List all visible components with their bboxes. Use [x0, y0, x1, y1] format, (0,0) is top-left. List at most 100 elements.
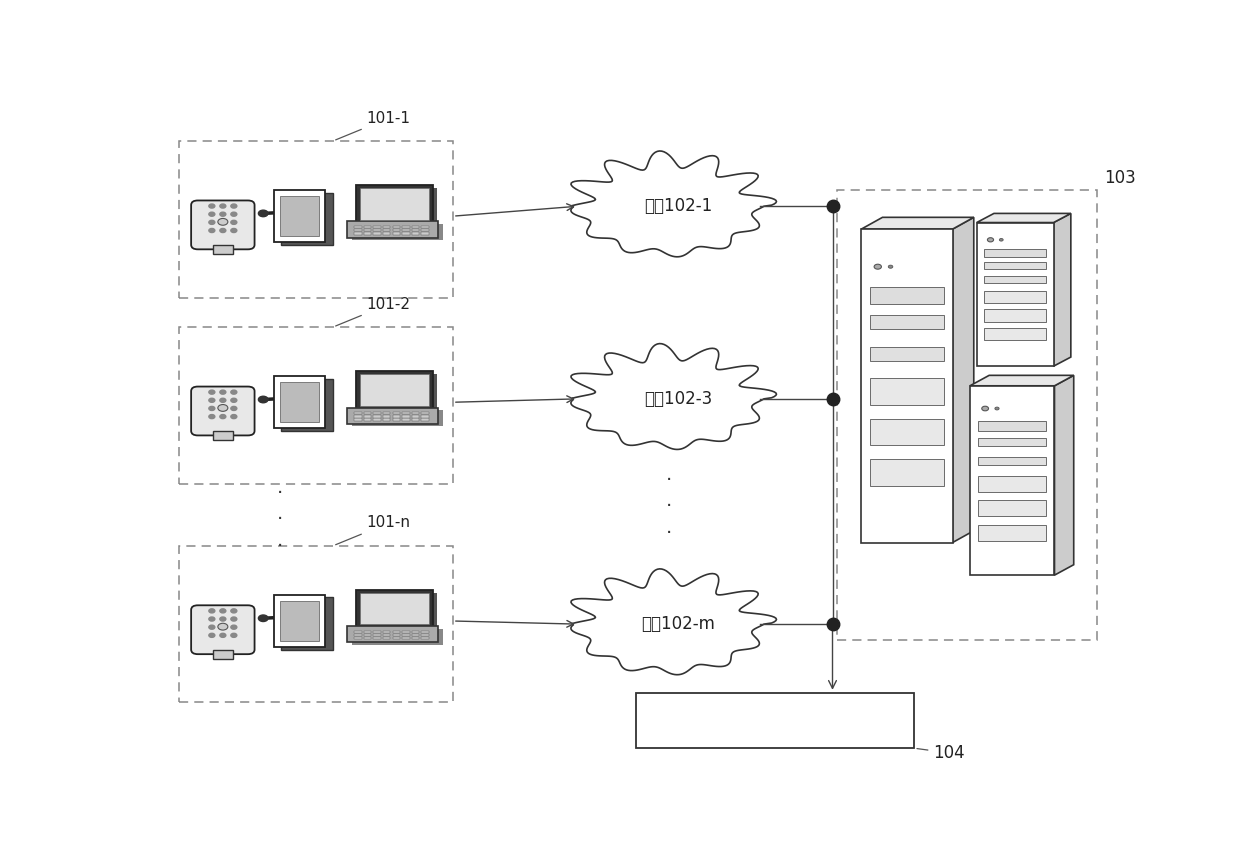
Bar [412, 637, 419, 639]
Circle shape [208, 204, 215, 208]
Bar [355, 637, 362, 639]
Bar [412, 229, 419, 232]
Bar [393, 634, 401, 636]
Bar [870, 287, 944, 304]
Polygon shape [977, 214, 1071, 222]
Bar [363, 631, 371, 633]
Bar [355, 416, 362, 417]
Bar [373, 418, 381, 421]
Bar [363, 226, 371, 228]
Circle shape [208, 220, 215, 225]
Bar [363, 412, 371, 415]
Bar [412, 412, 419, 415]
Text: 网络102-m: 网络102-m [641, 615, 715, 633]
Bar [985, 276, 1045, 283]
Bar [412, 416, 419, 417]
Circle shape [208, 415, 215, 419]
Circle shape [219, 399, 226, 402]
Bar [978, 457, 1047, 466]
Polygon shape [360, 187, 438, 226]
Text: ·
·
·: · · · [277, 483, 283, 555]
Bar [355, 418, 362, 421]
Bar [422, 637, 429, 639]
Bar [422, 232, 429, 235]
Polygon shape [281, 597, 334, 650]
Circle shape [219, 204, 226, 208]
Bar [383, 412, 391, 415]
Bar [363, 634, 371, 636]
Bar [373, 229, 381, 232]
Bar [393, 416, 401, 417]
Bar [978, 421, 1047, 432]
Polygon shape [360, 374, 438, 411]
Circle shape [219, 406, 226, 410]
FancyBboxPatch shape [191, 200, 254, 249]
Circle shape [231, 625, 237, 629]
Bar [393, 229, 401, 232]
Bar [355, 631, 362, 633]
Circle shape [218, 219, 228, 226]
Bar [355, 226, 362, 228]
Circle shape [231, 204, 237, 208]
Bar [985, 310, 1045, 321]
FancyBboxPatch shape [191, 387, 254, 435]
Bar [355, 634, 362, 636]
Text: 101-n: 101-n [336, 516, 410, 544]
Circle shape [208, 390, 215, 394]
Bar [402, 412, 409, 415]
Bar [402, 416, 409, 417]
Bar [361, 374, 429, 405]
Bar [383, 418, 391, 421]
Bar [179, 141, 453, 298]
Polygon shape [570, 151, 776, 257]
Bar [383, 631, 391, 633]
Circle shape [231, 399, 237, 402]
Text: ·
·
·: · · · [666, 471, 672, 543]
Polygon shape [281, 378, 334, 431]
Bar [402, 418, 409, 421]
Circle shape [219, 228, 226, 232]
Bar [422, 416, 429, 417]
Bar [393, 637, 401, 639]
Circle shape [219, 633, 226, 638]
Bar [280, 601, 319, 641]
Text: 101-1: 101-1 [336, 110, 410, 140]
Circle shape [219, 390, 226, 394]
Circle shape [208, 406, 215, 410]
Bar [422, 631, 429, 633]
Bar [373, 412, 381, 415]
Text: 网络时延测量装置: 网络时延测量装置 [732, 711, 818, 729]
Circle shape [219, 212, 226, 216]
Bar [393, 631, 401, 633]
Circle shape [999, 238, 1003, 241]
Polygon shape [352, 224, 443, 240]
Bar [402, 226, 409, 228]
Circle shape [208, 617, 215, 621]
Bar [363, 637, 371, 639]
Bar [373, 232, 381, 235]
Bar [179, 546, 453, 702]
Circle shape [987, 237, 993, 242]
Bar [383, 634, 391, 636]
Circle shape [219, 220, 226, 225]
Polygon shape [356, 590, 433, 628]
Polygon shape [213, 431, 233, 440]
Circle shape [231, 212, 237, 216]
Bar [280, 382, 319, 422]
Circle shape [219, 625, 226, 629]
Polygon shape [952, 217, 973, 543]
Bar [363, 418, 371, 421]
FancyBboxPatch shape [191, 605, 254, 654]
Bar [978, 500, 1047, 516]
Circle shape [231, 390, 237, 394]
Polygon shape [213, 650, 233, 659]
Bar [402, 637, 409, 639]
Polygon shape [274, 190, 325, 243]
Circle shape [208, 633, 215, 638]
Bar [412, 232, 419, 235]
Bar [635, 693, 914, 748]
Bar [355, 412, 362, 415]
Bar [383, 416, 391, 417]
Circle shape [208, 625, 215, 629]
Circle shape [218, 623, 228, 630]
